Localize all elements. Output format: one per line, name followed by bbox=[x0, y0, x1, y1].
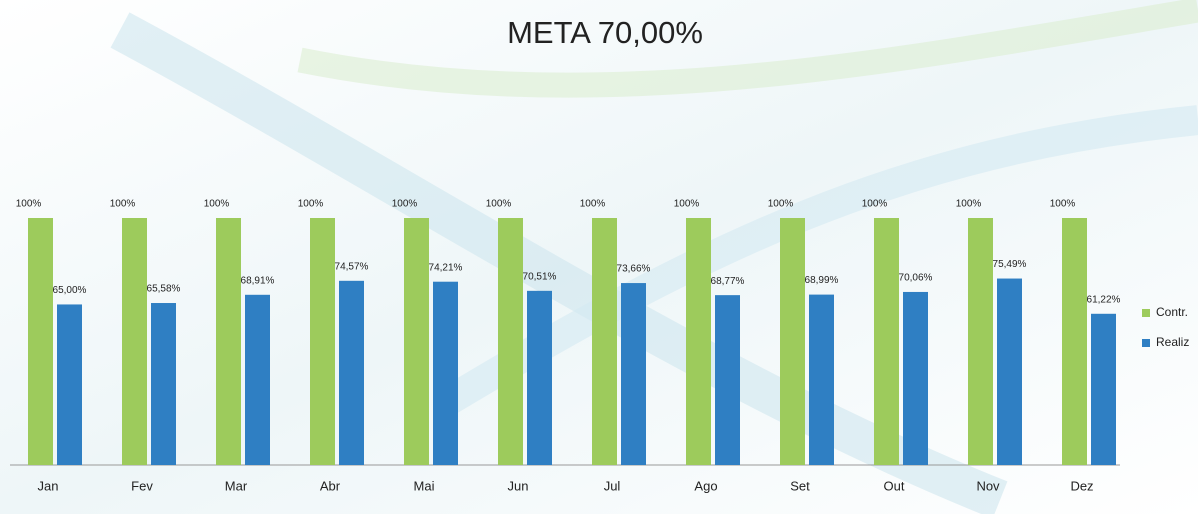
x-tick-label: Mar bbox=[225, 478, 248, 493]
bar bbox=[433, 281, 458, 465]
swirl bbox=[110, 12, 1008, 514]
swirl bbox=[297, 0, 1198, 98]
x-tick-label: Out bbox=[884, 478, 905, 493]
value-label: 74,21% bbox=[429, 262, 463, 273]
value-label: 68,77% bbox=[711, 276, 745, 287]
bar bbox=[903, 291, 928, 465]
x-tick-label: Ago bbox=[694, 478, 717, 493]
value-label: 65,00% bbox=[53, 285, 87, 296]
bar bbox=[310, 218, 335, 465]
bar bbox=[216, 218, 241, 465]
bar bbox=[122, 218, 147, 465]
bar bbox=[527, 290, 552, 465]
bar bbox=[28, 218, 53, 465]
x-tick-label: Mai bbox=[414, 478, 435, 493]
chart-title: META 70,00% bbox=[507, 15, 703, 50]
bar bbox=[968, 218, 993, 465]
value-label: 100% bbox=[674, 199, 700, 210]
legend-swatch bbox=[1142, 339, 1150, 347]
value-label: 100% bbox=[392, 199, 418, 210]
bar bbox=[715, 295, 740, 465]
value-label: 100% bbox=[768, 199, 794, 210]
bar bbox=[245, 294, 270, 465]
value-label: 100% bbox=[486, 199, 512, 210]
bar bbox=[57, 304, 82, 465]
legend-label: Contr. bbox=[1156, 305, 1188, 319]
value-label: 100% bbox=[204, 199, 230, 210]
legend-swatch bbox=[1142, 309, 1150, 317]
value-label: 100% bbox=[110, 199, 136, 210]
bar bbox=[809, 294, 834, 465]
bar bbox=[780, 218, 805, 465]
x-tick-label: Jan bbox=[38, 478, 59, 493]
value-label: 70,06% bbox=[899, 273, 933, 284]
bar bbox=[686, 218, 711, 465]
value-label: 100% bbox=[956, 199, 982, 210]
bar bbox=[404, 218, 429, 465]
bar bbox=[498, 218, 523, 465]
bar bbox=[874, 218, 899, 465]
bar bbox=[1091, 313, 1116, 465]
value-label: 73,66% bbox=[617, 264, 651, 275]
x-tick-label: Abr bbox=[320, 478, 341, 493]
value-label: 75,49% bbox=[993, 259, 1027, 270]
bar bbox=[339, 280, 364, 465]
value-label: 74,57% bbox=[335, 261, 369, 272]
x-tick-label: Jun bbox=[508, 478, 529, 493]
value-label: 70,51% bbox=[523, 271, 557, 282]
value-label: 100% bbox=[862, 199, 888, 210]
legend-label: Realiz bbox=[1156, 335, 1189, 349]
value-label: 100% bbox=[16, 199, 42, 210]
value-label: 61,22% bbox=[1087, 294, 1121, 305]
x-tick-label: Nov bbox=[976, 478, 1000, 493]
value-label: 100% bbox=[1050, 199, 1076, 210]
value-label: 100% bbox=[298, 199, 324, 210]
bar bbox=[621, 283, 646, 465]
x-tick-label: Dez bbox=[1070, 478, 1093, 493]
bar bbox=[592, 218, 617, 465]
x-tick-label: Fev bbox=[131, 478, 153, 493]
x-tick-label: Set bbox=[790, 478, 810, 493]
value-label: 65,58% bbox=[147, 284, 181, 295]
swirl bbox=[442, 105, 1198, 413]
value-label: 100% bbox=[580, 199, 606, 210]
bar bbox=[1062, 218, 1087, 465]
bar bbox=[151, 303, 176, 465]
value-label: 68,91% bbox=[241, 275, 275, 286]
x-tick-label: Jul bbox=[604, 478, 621, 493]
value-label: 68,99% bbox=[805, 275, 839, 286]
bar bbox=[997, 278, 1022, 465]
